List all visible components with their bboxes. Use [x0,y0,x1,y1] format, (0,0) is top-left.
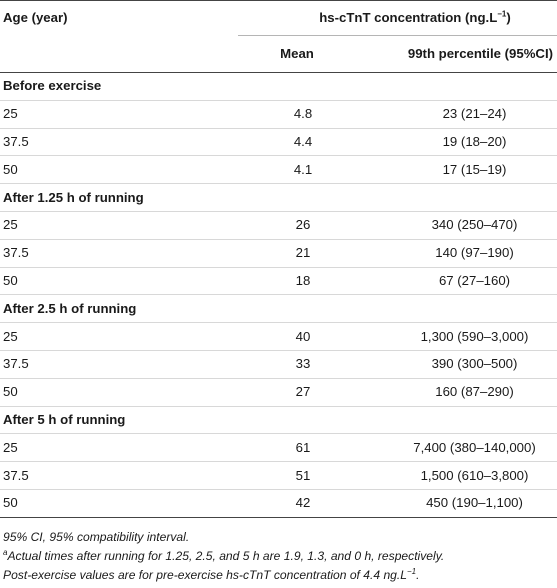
percentile-cell: 390 (300–500) [356,349,557,379]
footnote-marker: a [3,547,8,557]
mean-cell: 21 [238,238,356,268]
age-cell: 37.5 [0,461,238,490]
table-row: 37.5 21 140 (97–190) [0,238,557,268]
table-body: Before exercise 25 4.8 23 (21–24) 37.5 4.4 19 … [0,73,557,518]
mean-cell: 51 [238,461,356,490]
table-notes: 95% CI, 95% compatibility interval. aAct… [3,528,555,585]
mean-cell: 4.1 [238,155,356,184]
group-header-row: Before exercise [0,73,557,101]
percentile-cell: 160 (87–290) [356,377,557,407]
mean-cell: 42 [238,488,356,518]
table-row: 50 18 67 (27–160) [0,266,557,295]
age-cell: 37.5 [0,238,238,268]
age-cell: 25 [0,99,238,129]
group-title: Before exercise [3,78,102,94]
concentration-header-label: hs-cTnT concentration (ng.L [319,10,498,25]
age-cell: 50 [0,155,238,184]
concentration-header-close: ) [506,10,511,25]
percentile-cell: 7,400 (380–140,000) [356,433,557,462]
group-title: After 2.5 h of running [0,294,557,323]
age-cell: 50 [0,266,238,295]
mean-cell: 61 [238,433,356,462]
table-row: 37.5 4.4 19 (18–20) [0,127,557,156]
age-cell: 25 [0,322,238,351]
group-title: After 5 h of running [0,405,557,434]
post-exercise-note: Post-exercise values are for pre-exercis… [3,566,555,585]
mean-cell: 4.4 [238,127,356,156]
table-row: 25 4.8 23 (21–24) [0,99,557,129]
footnote-text: Actual times after running for 1.25, 2.5… [7,549,445,563]
percentile-cell: 67 (27–160) [356,266,557,295]
age-cell: 50 [0,488,238,518]
mean-column-header: Mean [238,35,356,73]
percentile-cell: 17 (15–19) [356,155,557,184]
age-cell: 50 [0,377,238,407]
table-row: 37.5 33 390 (300–500) [0,349,557,379]
percentile-cell: 140 (97–190) [356,238,557,268]
group-header-row: After 5 h of running [0,405,557,434]
post-note-exponent: −1 [406,566,417,576]
percentile-cell: 1,500 (610–3,800) [356,461,557,490]
header-row-sub: Mean 99th percentile (95%CI) [0,35,557,73]
group-header-row: After 1.25 h of running [0,183,557,212]
mean-cell: 26 [238,210,356,240]
table-row: 25 61 7,400 (380–140,000) [0,433,557,462]
mean-cell: 18 [238,266,356,295]
age-cell: 37.5 [0,127,238,156]
table-row: 25 26 340 (250–470) [0,210,557,240]
percentile-column-header: 99th percentile (95%CI) [356,35,557,73]
table-row: 37.5 51 1,500 (610–3,800) [0,461,557,490]
table-row: 25 40 1,300 (590–3,000) [0,322,557,351]
age-cell: 25 [0,210,238,240]
header-row-top: Age (year) hs-cTnT concentration (ng.L−1… [0,0,557,36]
mean-cell: 4.8 [238,99,356,129]
table-row: 50 27 160 (87–290) [0,377,557,407]
percentile-cell: 19 (18–20) [356,127,557,156]
results-table: Age (year) hs-cTnT concentration (ng.L−1… [0,0,557,518]
mean-cell: 27 [238,377,356,407]
age-cell: 37.5 [0,349,238,379]
table-row: 50 4.1 17 (15–19) [0,155,557,184]
age-cell: 25 [0,433,238,462]
percentile-cell: 23 (21–24) [356,99,557,129]
group-header-row: After 2.5 h of running [0,294,557,323]
concentration-header-exponent: −1 [497,9,507,19]
percentile-cell: 1,300 (590–3,000) [356,322,557,351]
post-note-text: Post-exercise values are for pre-exercis… [3,568,407,582]
mean-cell: 40 [238,322,356,351]
percentile-cell: 450 (190–1,100) [356,488,557,518]
footnote-a: aActual times after running for 1.25, 2.… [3,547,555,566]
post-note-end: . [416,568,420,582]
empty-header-cell [0,35,238,73]
ci-note: 95% CI, 95% compatibility interval. [3,530,190,544]
mean-cell: 33 [238,349,356,379]
group-title: After 1.25 h of running [0,183,557,212]
table-row: 50 42 450 (190–1,100) [0,488,557,518]
age-column-header: Age (year) [0,0,238,36]
concentration-column-header: hs-cTnT concentration (ng.L−1) [238,0,557,36]
percentile-cell: 340 (250–470) [356,210,557,240]
